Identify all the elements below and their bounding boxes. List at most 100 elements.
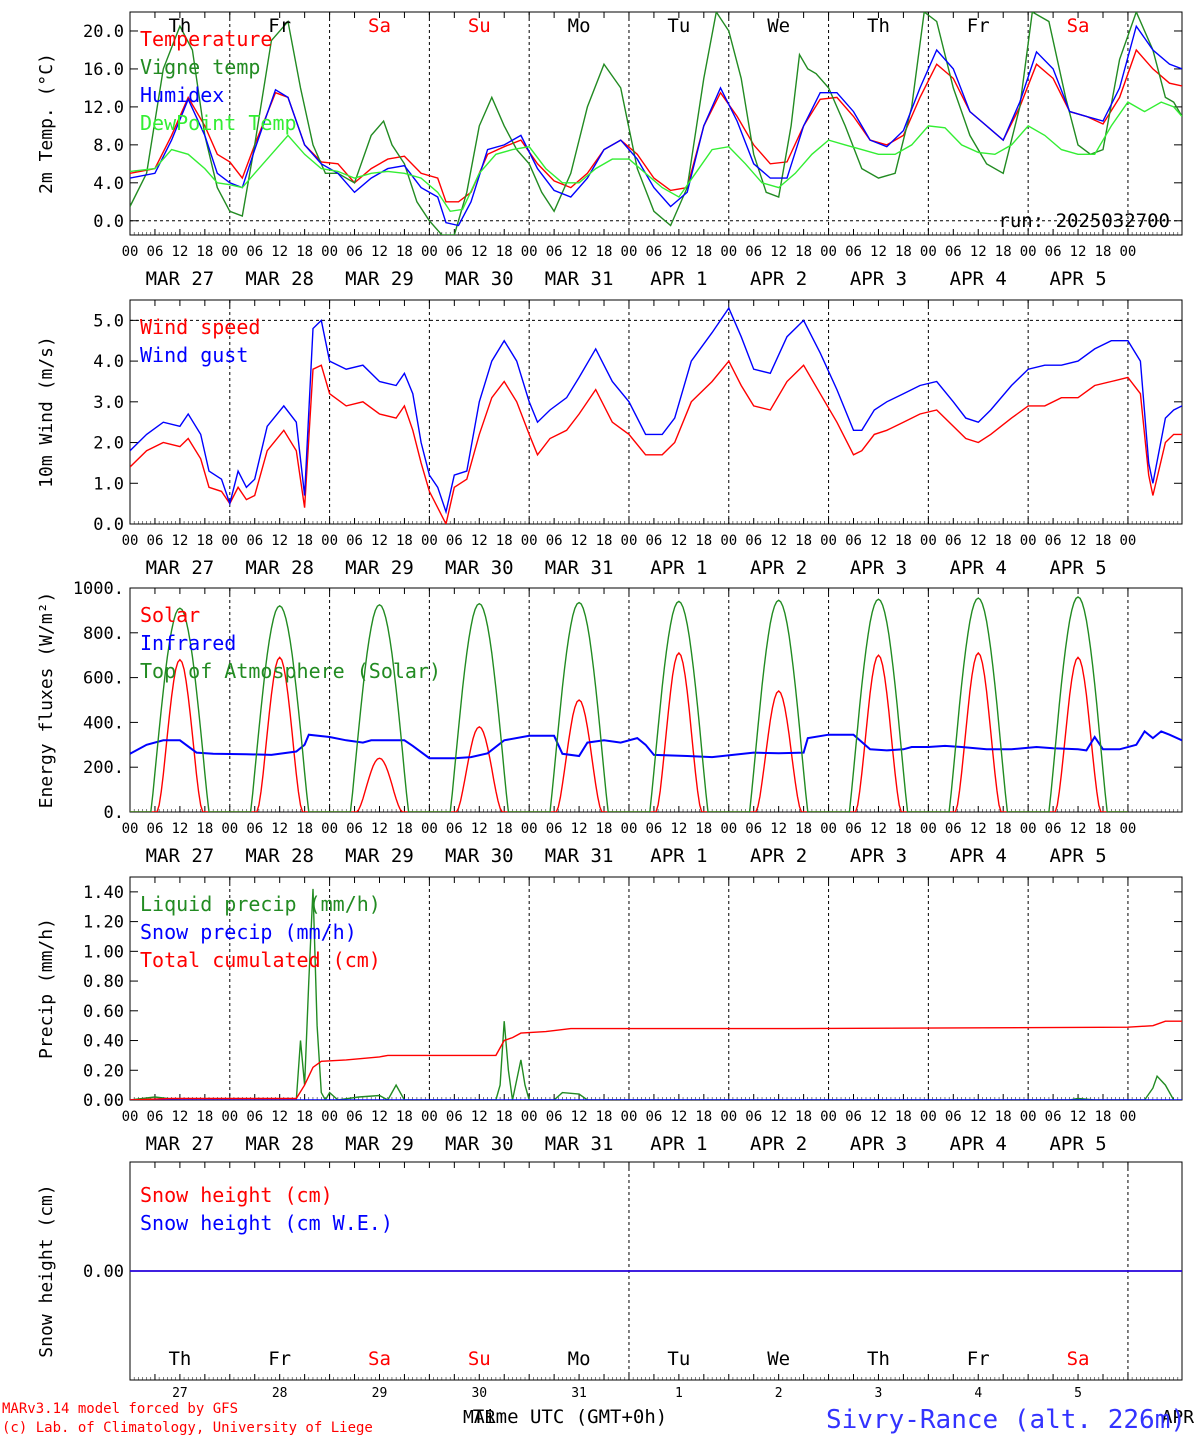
date-label: MAR 29 [345,845,414,867]
legend-entry: Snow height (cm W.E.) [140,1211,393,1235]
x-tick-label: 12 [870,1109,887,1125]
x-tick-label: 06 [246,1109,263,1125]
series-line-wind-gust [130,306,1182,515]
x-tick-label: 12 [571,1109,588,1125]
x-tick-label: 12 [1070,533,1087,549]
x-tick-label: 12 [271,1109,288,1125]
x-tick-label: 00 [321,244,338,260]
x-tick-label: 06 [546,821,563,837]
x-tick-label: 12 [271,533,288,549]
run-annotation: run: 2025032700 [998,210,1170,232]
x-tick-label: 18 [795,1109,812,1125]
x-tick-label: 06 [845,821,862,837]
x-tick-label: 00 [720,1109,737,1125]
weekday-label: Fr [268,1348,291,1370]
x-tick-label: 18 [895,533,912,549]
x-tick-label: 12 [471,533,488,549]
x-tick-label: 18 [1095,1109,1112,1125]
x-tick-label: 06 [945,533,962,549]
x-tick-label: 00 [221,533,238,549]
x-tick-label: 18 [496,533,513,549]
x-tick-label: 06 [1045,821,1062,837]
x-tick-label: 06 [1045,1109,1062,1125]
x-tick-label: 00 [122,821,139,837]
credit-line-1: MARv3.14 model forced by GFS [2,1401,238,1417]
x-tick-label: 18 [396,1109,413,1125]
x-tick-label: 00 [720,244,737,260]
weekday-label: Th [867,15,890,37]
x-tick-label: 00 [920,1109,937,1125]
y-tick-label: 1.0 [93,474,124,494]
date-label: APR 5 [1049,268,1106,290]
y-tick-label: 0.0 [93,515,124,535]
x-tick-label: 06 [546,1109,563,1125]
x-tick-label: 06 [945,821,962,837]
legend-entry: Top of Atmosphere (Solar) [140,659,441,683]
x-tick-label: 12 [870,533,887,549]
x-tick-label: 00 [421,533,438,549]
weekday-label: We [767,15,790,37]
x-tick-label: 18 [695,821,712,837]
weekday-label: Sa [368,1348,391,1370]
x-tick-label: 06 [645,821,662,837]
plot-frame [129,299,1183,525]
x-tick-label: 06 [147,533,164,549]
x-tick-label: 12 [271,244,288,260]
y-tick-label: 4.0 [93,174,124,194]
y-tick-label: 20.0 [83,22,124,42]
x-tick-label: 06 [745,244,762,260]
x-tick-label: 18 [496,821,513,837]
x-tick-label: 06 [147,821,164,837]
x-tick-label: 18 [695,533,712,549]
y-tick-label: 0.40 [83,1032,124,1052]
weekday-label: Mo [568,1348,591,1370]
x-tick-label: 18 [196,533,213,549]
date-label: MAR 30 [445,845,514,867]
day-number-label: 5 [1074,1386,1082,1401]
x-tick-label: 18 [795,821,812,837]
x-tick-label: 00 [820,244,837,260]
x-tick-label: 06 [845,1109,862,1125]
x-tick-label: 18 [995,821,1012,837]
y-tick-label: 600. [83,669,124,689]
day-number-label: 30 [471,1386,487,1401]
x-tick-label: 06 [147,244,164,260]
x-tick-label: 00 [421,1109,438,1125]
date-label: APR 1 [650,1133,707,1155]
x-tick-label: 00 [421,244,438,260]
date-label: MAR 29 [345,268,414,290]
weekday-label: Su [468,15,491,37]
legend-entry: Humidex [140,83,224,107]
x-tick-label: 00 [920,821,937,837]
date-label: MAR 28 [245,1133,314,1155]
x-tick-label: 06 [446,244,463,260]
weekday-label: Sa [1067,15,1090,37]
date-label: MAR 30 [445,1133,514,1155]
weekday-label: Th [867,1348,890,1370]
date-label: APR 5 [1049,845,1106,867]
month-label-apr: APR [1162,1407,1194,1428]
x-tick-label: 00 [920,244,937,260]
x-tick-label: 00 [221,1109,238,1125]
x-tick-label: 06 [645,1109,662,1125]
x-tick-label: 12 [471,821,488,837]
station-title: Sivry-Rance (alt. 226m) [826,1405,1186,1435]
x-tick-label: 18 [1095,821,1112,837]
x-tick-label: 00 [1120,244,1137,260]
date-label: APR 1 [650,268,707,290]
plot-frame [129,11,1183,236]
x-tick-label: 18 [296,821,313,837]
x-tick-label: 06 [346,821,363,837]
x-tick-label: 12 [371,821,388,837]
x-tick-label: 00 [621,821,638,837]
day-number-label: 1 [675,1386,683,1401]
x-tick-label: 00 [820,821,837,837]
x-tick-label: 00 [321,1109,338,1125]
x-tick-label: 12 [670,533,687,549]
y-tick-label: 16.0 [83,60,124,80]
y-tick-label: 0.20 [83,1061,124,1081]
y-tick-label: 0.60 [83,1002,124,1022]
x-tick-label: 06 [945,244,962,260]
x-tick-label: 18 [396,533,413,549]
